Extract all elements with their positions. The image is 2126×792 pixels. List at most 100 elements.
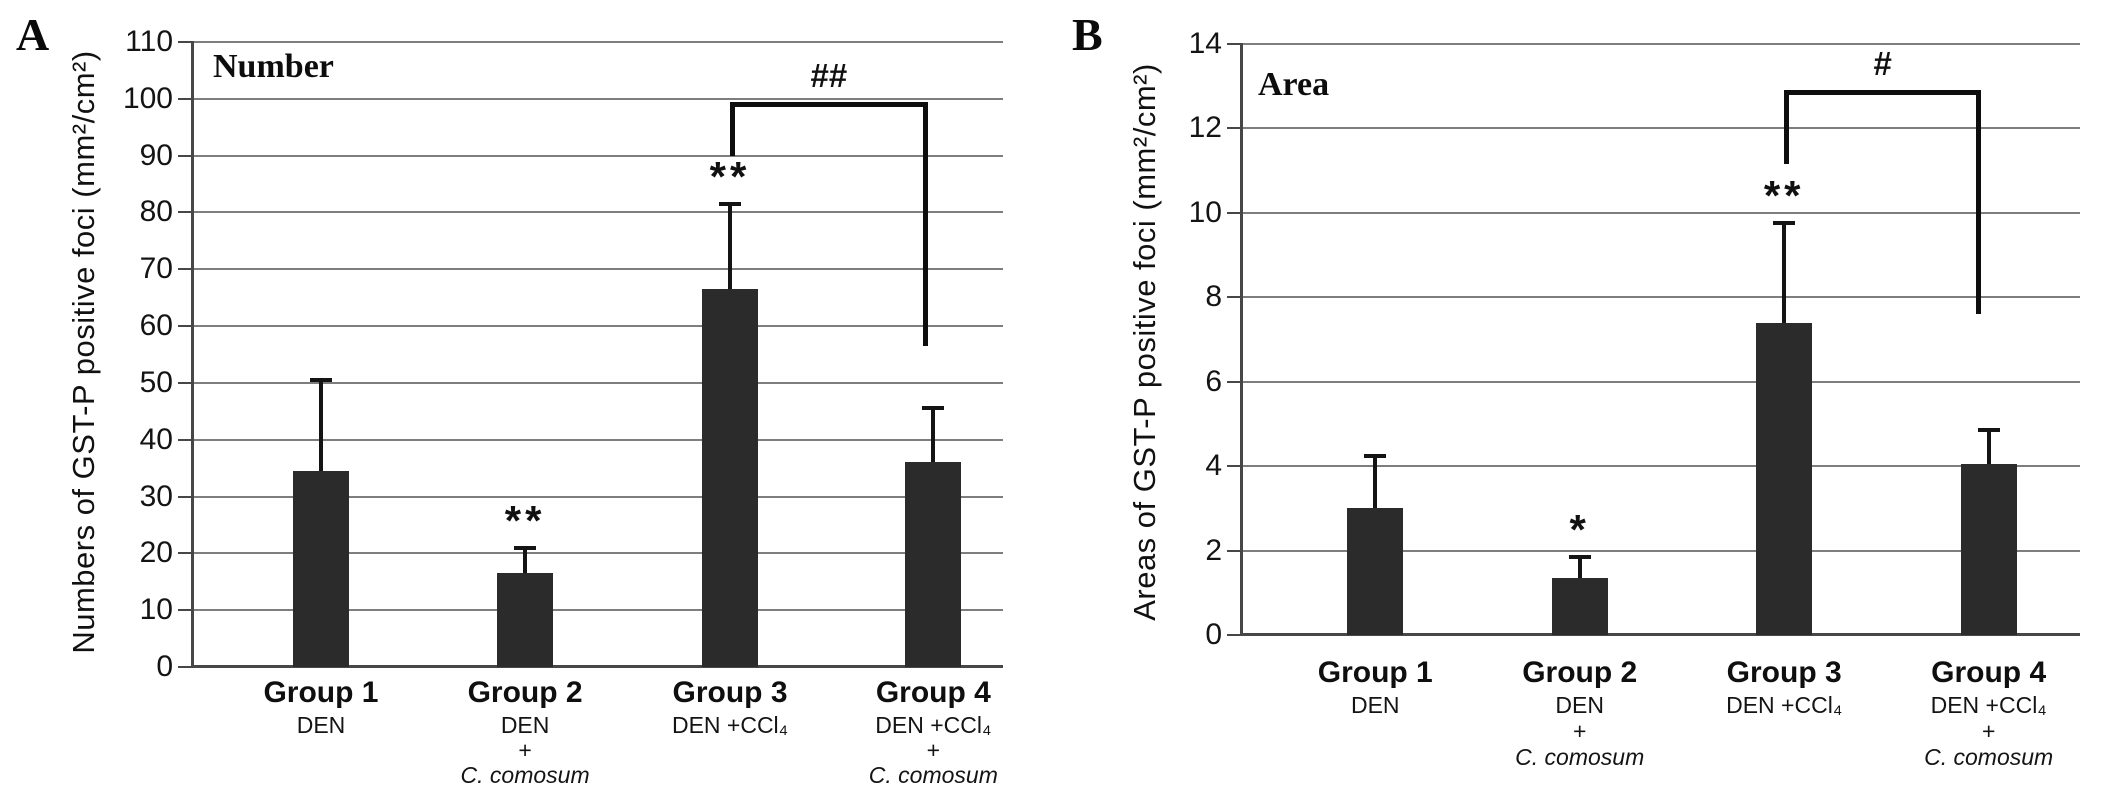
bracket-line	[1784, 90, 1790, 165]
error-bar-stem	[318, 380, 323, 471]
significance-label: *	[1569, 505, 1590, 553]
x-treatment-line: C. comosum	[868, 762, 998, 788]
y-tick-label: 0	[1205, 618, 1222, 651]
bar-group-3	[1756, 322, 1813, 635]
x-category-label: Group 4	[1931, 656, 2047, 689]
y-gridline	[1242, 211, 2080, 214]
y-tick	[178, 552, 191, 555]
x-category-label: Group 3	[1726, 656, 1842, 689]
bar-group-4	[1960, 464, 2017, 635]
error-bar-stem	[1577, 556, 1582, 579]
y-gridline	[193, 495, 1003, 498]
bracket-line	[1976, 90, 1982, 315]
y-gridline	[1242, 127, 2080, 130]
y-tick-label: 10	[1188, 195, 1222, 229]
panel-b-inner-title: Area	[1258, 66, 1330, 103]
x-treatment-line: DEN +CCl₄	[875, 712, 992, 738]
bracket-line	[730, 101, 736, 156]
x-treatment-line: C. comosum	[1515, 744, 1645, 770]
x-treatment-line: +	[1981, 718, 1996, 744]
y-gridline	[193, 211, 1003, 214]
bracket-line	[730, 101, 928, 107]
error-bar-stem	[1986, 430, 1991, 465]
error-bar-cap	[309, 378, 332, 383]
y-tick	[178, 97, 191, 100]
error-bar-cap	[1364, 453, 1387, 458]
y-gridline	[193, 438, 1003, 441]
y-tick	[1227, 549, 1240, 552]
significance-label: **	[709, 152, 751, 200]
error-bar-cap	[1773, 221, 1796, 226]
x-treatment-line: DEN +CCl₄	[671, 712, 789, 738]
significance-label: **	[1763, 172, 1805, 220]
bracket-line	[922, 101, 928, 346]
y-tick-label: 4	[1205, 449, 1222, 483]
x-treatment-line: DEN	[500, 712, 550, 738]
y-tick-label: 0	[156, 650, 173, 683]
y-tick-label: 60	[139, 309, 173, 343]
x-category-label: Group 1	[263, 676, 379, 709]
y-tick-label: 70	[139, 252, 173, 286]
y-tick-label: 100	[122, 81, 173, 115]
y-tick	[1227, 211, 1240, 214]
error-bar-cap	[719, 201, 742, 206]
panel-b-plot: Area 0 2 4 6 8 10 12 14 Group 1 DEN * Group 2 DEN + C.…	[1189, 28, 2080, 769]
panel-a-inner-title: Number	[213, 48, 334, 85]
y-tick	[1227, 127, 1240, 130]
y-gridline	[1242, 43, 2080, 45]
error-bar-stem	[1782, 223, 1787, 323]
y-tick-label: 50	[139, 365, 173, 399]
error-bar-cap	[922, 406, 945, 411]
y-tick-label: 110	[125, 25, 173, 58]
bar-group-1	[1347, 508, 1404, 635]
y-tick	[1227, 296, 1240, 299]
y-tick-label: 10	[139, 593, 173, 627]
panel-a-letter: A	[16, 9, 50, 60]
x-treatment-line: C. comosum	[460, 762, 590, 788]
y-tick	[178, 268, 191, 271]
y-tick-label: 20	[139, 536, 173, 570]
x-treatment-line: +	[1572, 718, 1587, 744]
bar-group-3	[702, 289, 759, 667]
y-tick	[1227, 465, 1240, 468]
x-treatment-line: DEN +CCl₄	[1930, 692, 2047, 718]
x-axis-line	[1240, 633, 2080, 636]
significance-label: **	[504, 496, 546, 544]
x-category-label: Group 4	[875, 676, 991, 709]
x-treatment-line: +	[518, 737, 532, 763]
y-tick	[1227, 634, 1240, 636]
y-tick	[178, 438, 191, 441]
y-gridline	[193, 268, 1003, 271]
error-bar-stem	[523, 547, 528, 574]
error-bar-cap	[1568, 554, 1591, 559]
y-tick-label: 30	[139, 479, 173, 513]
x-treatment-line: DEN	[1350, 692, 1400, 718]
y-tick	[1227, 380, 1240, 383]
y-gridline	[193, 552, 1003, 555]
x-treatment-line: DEN	[296, 712, 346, 738]
y-tick	[178, 211, 191, 214]
error-bar-stem	[1373, 455, 1378, 509]
y-gridline	[193, 381, 1003, 384]
y-tick-label: 90	[139, 138, 173, 172]
y-tick	[178, 666, 191, 668]
bar-group-2	[1551, 578, 1608, 635]
y-tick	[1227, 43, 1240, 45]
y-gridline	[193, 609, 1003, 612]
y-tick-label: 40	[139, 422, 173, 456]
y-gridline	[193, 97, 1003, 100]
x-axis-line	[191, 665, 1003, 668]
y-gridline	[1242, 549, 2080, 552]
y-gridline	[1242, 465, 2080, 468]
y-tick-label: 80	[139, 195, 173, 229]
bracket-line	[1784, 90, 1982, 96]
y-tick-label: 6	[1205, 364, 1222, 398]
x-category-label: Group 2	[1522, 656, 1638, 689]
y-axis-line	[1240, 43, 1243, 636]
panel-a-plot: Number 0 10 20 30 40 50 60 70 80 90 100 110 Group 1 D…	[123, 26, 1003, 787]
y-gridline	[1242, 380, 2080, 383]
error-bar-stem	[931, 408, 936, 463]
y-tick	[178, 609, 191, 612]
x-category-label: Group 3	[672, 676, 788, 709]
